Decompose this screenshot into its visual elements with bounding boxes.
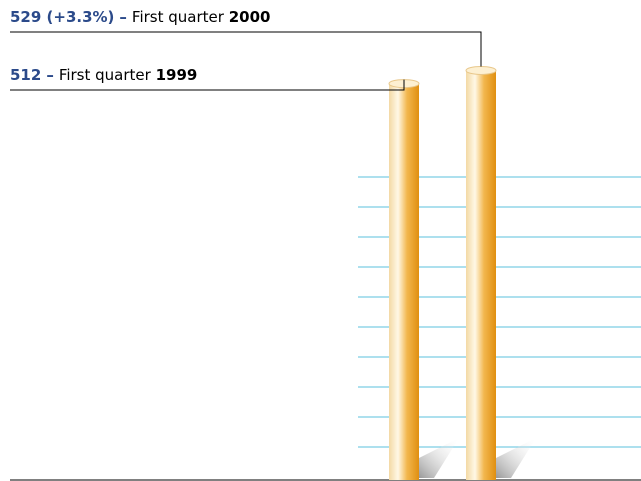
annotation: 529 (+3.3%) – First quarter 2000 xyxy=(10,8,270,26)
bar xyxy=(389,83,419,480)
category-label: First quarter 1999 xyxy=(59,66,198,84)
value-label: 529 (+3.3%) xyxy=(10,8,114,26)
category-year: 1999 xyxy=(156,66,198,84)
annotation: 512– First quarter 1999 xyxy=(10,66,197,84)
category-period: First quarter xyxy=(59,66,156,84)
separator: – xyxy=(46,66,54,84)
bar xyxy=(466,70,496,481)
leader-line xyxy=(10,79,405,91)
bar-top xyxy=(465,65,497,75)
separator: – xyxy=(119,8,127,26)
category-label: First quarter 2000 xyxy=(132,8,271,26)
category-year: 2000 xyxy=(229,8,271,26)
category-period: First quarter xyxy=(132,8,229,26)
bar-shadow xyxy=(496,438,536,478)
leader-line xyxy=(10,31,482,67)
value-label: 512 xyxy=(10,66,41,84)
bar-shadow xyxy=(419,438,459,478)
